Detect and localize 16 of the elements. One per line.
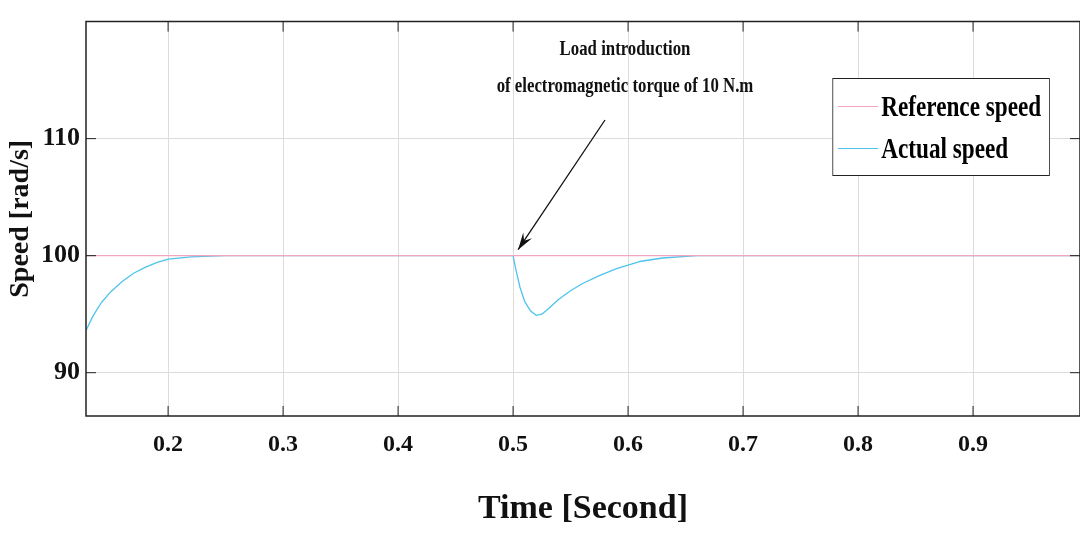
x-tick-label: 0.2 <box>153 429 184 456</box>
x-tick-label: 0.7 <box>728 429 759 456</box>
legend-label: Reference speed <box>881 89 1042 123</box>
y-tick-label: 90 <box>54 356 80 386</box>
x-tick-label: 0.9 <box>958 429 989 456</box>
x-tick-label: 0.6 <box>613 429 644 456</box>
y-tick-label: 100 <box>41 239 80 269</box>
x-tick-label: 0.5 <box>498 429 529 456</box>
x-tick-label: 0.8 <box>843 429 874 456</box>
x-axis-title: Time [Second] <box>478 488 688 526</box>
annotation: Load introduction of electromagnetic torque of 10 N.m <box>496 36 754 97</box>
y-axis-title: Speed [rad/s] <box>3 139 35 298</box>
y-tick-label: 110 <box>42 122 80 152</box>
x-tick-label: 0.3 <box>268 429 299 456</box>
legend-label: Actual speed <box>881 131 1009 165</box>
x-tick-label: 0.4 <box>383 429 414 456</box>
